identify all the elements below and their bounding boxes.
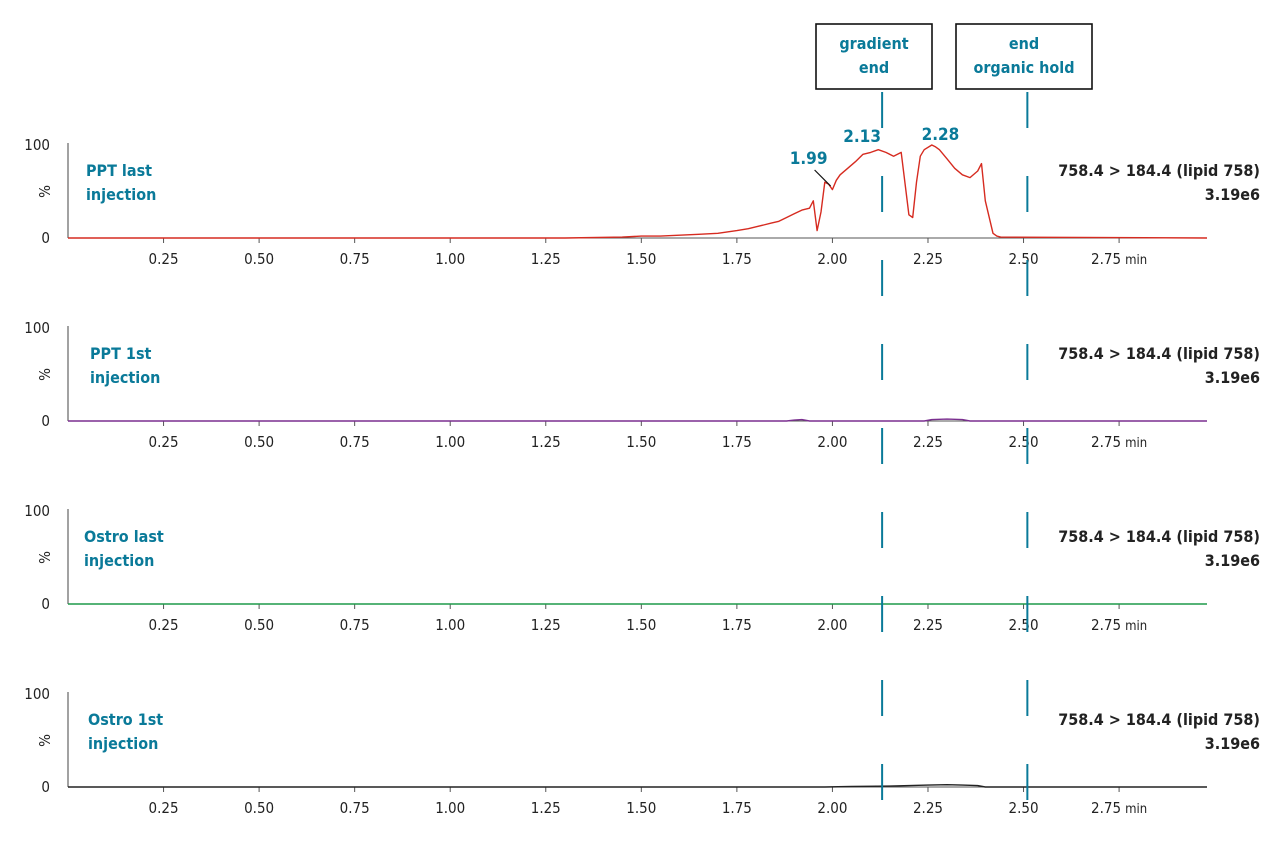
x-tick-label: 1.00: [435, 799, 465, 817]
trace-line-2: [68, 418, 1207, 422]
x-tick-label: 1.75: [722, 616, 752, 634]
trace-label: 758.4 > 184.4 (lipid 758): [1058, 344, 1260, 363]
x-tick-label: 1.25: [531, 616, 561, 634]
x-unit-label: min: [1125, 619, 1147, 634]
x-tick-label: 2.75 min: [1091, 799, 1147, 817]
trace-line-4: [68, 784, 1207, 788]
y-tick-label-0: 0: [41, 595, 50, 613]
x-tick-label: 2.50: [1009, 433, 1039, 451]
y-axis-label: %: [36, 551, 54, 564]
y-axis-label: %: [36, 185, 54, 198]
panel-label-line-2: injection: [88, 734, 158, 753]
intensity-label: 3.19e6: [1205, 551, 1260, 570]
x-tick-label: 0.50: [244, 250, 274, 268]
y-axis-label: %: [36, 734, 54, 747]
y-axis-label: %: [36, 368, 54, 381]
y-tick-label-0: 0: [41, 412, 50, 430]
x-tick-label: 2.75 min: [1091, 250, 1147, 268]
x-unit-label: min: [1125, 436, 1147, 451]
peak-label-2-28: 2.28: [922, 125, 960, 145]
x-tick-label: 0.50: [244, 433, 274, 451]
x-tick-label: 2.75 min: [1091, 616, 1147, 634]
x-tick-label: 2.25: [913, 433, 943, 451]
y-tick-label-0: 0: [41, 229, 50, 247]
y-tick-label-100: 100: [24, 136, 50, 154]
intensity-label: 3.19e6: [1205, 734, 1260, 753]
panel-label-line-1: PPT last: [86, 161, 152, 180]
x-tick-label: 0.75: [340, 433, 370, 451]
x-tick-label: 0.50: [244, 616, 274, 634]
x-tick-label: 1.50: [626, 616, 656, 634]
marker-box-2: [955, 23, 1093, 90]
peak-label-2-13: 2.13: [843, 127, 881, 147]
x-tick-label: 0.25: [149, 250, 179, 268]
x-tick-label: 1.50: [626, 250, 656, 268]
x-tick-label: 0.75: [340, 250, 370, 268]
panel-label-line-2: injection: [86, 185, 156, 204]
x-tick-label: 0.75: [340, 799, 370, 817]
x-tick-label: 2.00: [817, 616, 847, 634]
x-tick-label: 2.25: [913, 799, 943, 817]
y-tick-label-100: 100: [24, 685, 50, 703]
x-tick-label: 2.75 min: [1091, 433, 1147, 451]
x-tick-label: 1.00: [435, 433, 465, 451]
trace-label: 758.4 > 184.4 (lipid 758): [1058, 161, 1260, 180]
marker-box-line-1: gradient: [839, 34, 908, 53]
trace-line-1: [68, 144, 1208, 239]
x-tick-label: 1.25: [531, 250, 561, 268]
peak-leader-line: [814, 169, 832, 187]
peak-label-1-99: 1.99: [790, 149, 828, 169]
x-tick-label: 0.25: [149, 616, 179, 634]
x-tick-label: 0.50: [244, 799, 274, 817]
panel-label-line-1: Ostro last: [84, 527, 164, 546]
panel-label-line-2: injection: [90, 368, 160, 387]
x-tick-label: 0.75: [340, 616, 370, 634]
x-unit-label: min: [1125, 802, 1147, 817]
x-tick-label: 1.50: [626, 433, 656, 451]
x-tick-label: 2.50: [1009, 799, 1039, 817]
x-tick-label: 2.00: [817, 250, 847, 268]
panel-label-line-1: PPT 1st: [90, 344, 152, 363]
x-tick-label: 1.75: [722, 799, 752, 817]
x-tick-label: 1.75: [722, 433, 752, 451]
y-tick-label-100: 100: [24, 502, 50, 520]
marker-box-line-2: end: [859, 58, 889, 77]
trace-label: 758.4 > 184.4 (lipid 758): [1058, 710, 1260, 729]
x-tick-label: 0.25: [149, 799, 179, 817]
x-tick-label: 1.75: [722, 250, 752, 268]
x-tick-label: 1.25: [531, 799, 561, 817]
marker-box-line-2: organic hold: [973, 58, 1074, 77]
trace-label: 758.4 > 184.4 (lipid 758): [1058, 527, 1260, 546]
x-tick-label: 1.25: [531, 433, 561, 451]
y-tick-label-100: 100: [24, 319, 50, 337]
x-tick-label: 2.25: [913, 250, 943, 268]
panel-label-line-1: Ostro 1st: [88, 710, 163, 729]
x-tick-label: 1.00: [435, 250, 465, 268]
marker-box-line-1: end: [1009, 34, 1039, 53]
x-tick-label: 2.50: [1009, 616, 1039, 634]
x-tick-label: 2.00: [817, 799, 847, 817]
x-unit-label: min: [1125, 253, 1147, 268]
x-tick-label: 1.50: [626, 799, 656, 817]
x-tick-label: 0.25: [149, 433, 179, 451]
x-tick-label: 2.50: [1009, 250, 1039, 268]
x-tick-label: 2.25: [913, 616, 943, 634]
marker-box-1: [815, 23, 933, 90]
intensity-label: 3.19e6: [1205, 185, 1260, 204]
x-tick-label: 1.00: [435, 616, 465, 634]
y-tick-label-0: 0: [41, 778, 50, 796]
intensity-label: 3.19e6: [1205, 368, 1260, 387]
panel-label-line-2: injection: [84, 551, 154, 570]
x-tick-label: 2.00: [817, 433, 847, 451]
